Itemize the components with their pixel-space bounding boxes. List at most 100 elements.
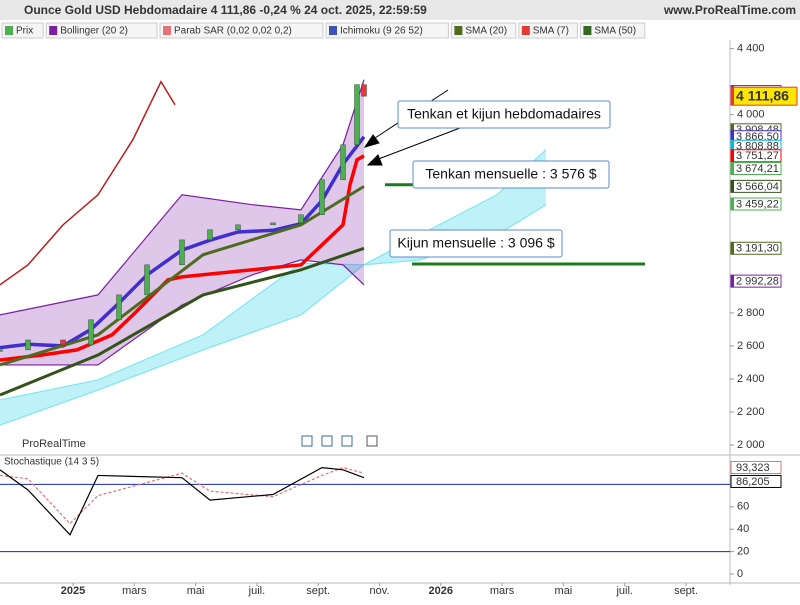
y-tick-label: 0 <box>737 568 743 580</box>
site: www.ProRealTime.com <box>663 3 796 17</box>
candle <box>270 222 276 226</box>
bollinger-lower <box>0 259 365 366</box>
x-tick-label: 2025 <box>61 585 85 597</box>
icon[interactable] <box>366 435 378 447</box>
legend-item[interactable] <box>450 22 517 39</box>
price-tag-chip <box>731 149 734 162</box>
icon[interactable] <box>301 435 313 447</box>
icon[interactable] <box>341 435 353 447</box>
legend-swatch <box>329 26 337 35</box>
legend-label: SMA (20) <box>465 26 507 37</box>
candle <box>179 239 185 266</box>
price-tag-label: 3 674,21 <box>736 163 779 175</box>
value-tag <box>730 460 782 474</box>
candle <box>235 224 241 231</box>
price-tag-chip <box>731 180 734 193</box>
brand: ProRealTime <box>22 438 86 450</box>
legend-item[interactable] <box>45 22 158 39</box>
bollinger-area <box>0 79 364 365</box>
legend-swatch <box>49 26 58 35</box>
x-tick-label: nov. <box>370 585 390 597</box>
y-tick-label: 2 000 <box>737 439 765 451</box>
toolbar-icons[interactable] <box>301 435 378 447</box>
legend-label: Parab SAR (0,02 0,02 0,2) <box>174 26 292 37</box>
lagging-span <box>0 80 176 286</box>
price-tag-label: 3 459,22 <box>736 198 779 210</box>
legend-label: Bollinger (20 2) <box>60 26 128 37</box>
candle <box>0 349 3 352</box>
price-tag-chip <box>731 123 734 136</box>
price-plot <box>0 79 547 426</box>
price-tag-chip <box>731 198 734 211</box>
x-tick-label: mai <box>187 585 205 597</box>
legend-item[interactable] <box>579 22 646 39</box>
price-tag-label: 3 191,30 <box>736 243 779 255</box>
price-tag-chip <box>731 87 734 106</box>
legend-item[interactable] <box>518 22 578 39</box>
header-bar <box>0 0 800 20</box>
legend-label: SMA (50) <box>594 26 636 37</box>
value-tag-label: 86,205 <box>736 476 770 488</box>
price-tag-label: 4 111,86 <box>736 87 789 103</box>
price-tag-label: 2 992,28 <box>736 276 779 288</box>
indicator-line <box>0 246 365 397</box>
candle <box>298 214 304 224</box>
price-tag-chip <box>731 275 734 288</box>
legend-swatch <box>521 26 530 35</box>
x-tick-label: juil. <box>248 585 266 597</box>
candle <box>25 339 31 351</box>
value-tag <box>730 474 782 488</box>
cloud-area <box>0 149 546 426</box>
x-tick-label: 2026 <box>429 585 453 597</box>
icon[interactable] <box>321 435 333 447</box>
legend-item[interactable] <box>325 22 449 39</box>
stoch-k <box>0 466 365 536</box>
y-tick-label: 2 600 <box>737 340 765 352</box>
annotation-box <box>397 100 611 129</box>
candle <box>319 179 325 215</box>
legend-label: Prix <box>16 26 33 37</box>
x-tick-label: mars <box>122 585 147 597</box>
value-tag-label: 93,323 <box>736 462 770 474</box>
candle <box>361 84 367 97</box>
legend-swatch <box>583 26 592 35</box>
stoch-d <box>0 466 365 525</box>
panel-title: Stochastique (14 3 5) <box>4 457 99 468</box>
legend-swatch <box>454 26 463 35</box>
y-tick-label: 2 800 <box>737 307 765 319</box>
legend-swatch <box>5 26 13 35</box>
annotation-text: Tenkan mensuelle : 3 576 $ <box>425 166 596 182</box>
y-tick-label: 40 <box>737 523 749 535</box>
price-tag-chip <box>731 140 734 153</box>
candle <box>207 229 213 241</box>
x-tick-label: mai <box>555 585 573 597</box>
candle <box>144 264 150 296</box>
y-tick-label: 2 200 <box>737 406 765 418</box>
indicator-line <box>0 154 365 362</box>
price-tag-chip <box>731 242 734 255</box>
candle <box>88 319 94 346</box>
annotation-text: Tenkan et kijun hebdomadaires <box>407 106 601 122</box>
x-tick-label: mars <box>490 585 515 597</box>
price-tag-chip <box>731 130 734 143</box>
legend-item[interactable] <box>159 22 324 39</box>
legend-label: Ichimoku (9 26 52) <box>340 26 423 37</box>
chart-title: Ounce Gold USD Hebdomadaire 4 111,86 -0,… <box>24 3 427 17</box>
candle <box>60 339 66 346</box>
price-tag-chip <box>731 162 734 175</box>
y-tick-label: 20 <box>737 546 749 558</box>
price-tag-label: 3 566,04 <box>736 181 779 193</box>
x-tick-label: sept. <box>674 585 698 597</box>
y-tick-label: 4 000 <box>737 109 765 121</box>
annotation-box <box>389 229 563 258</box>
y-tick-label: 60 <box>737 501 749 513</box>
legend-label: SMA (7) <box>533 26 569 37</box>
candle <box>116 294 122 321</box>
candle <box>354 84 360 145</box>
x-tick-label: sept. <box>306 585 330 597</box>
annotation-box <box>412 160 610 189</box>
y-tick-label: 2 400 <box>737 373 765 385</box>
annotation-text: Kijun mensuelle : 3 096 $ <box>397 235 554 251</box>
